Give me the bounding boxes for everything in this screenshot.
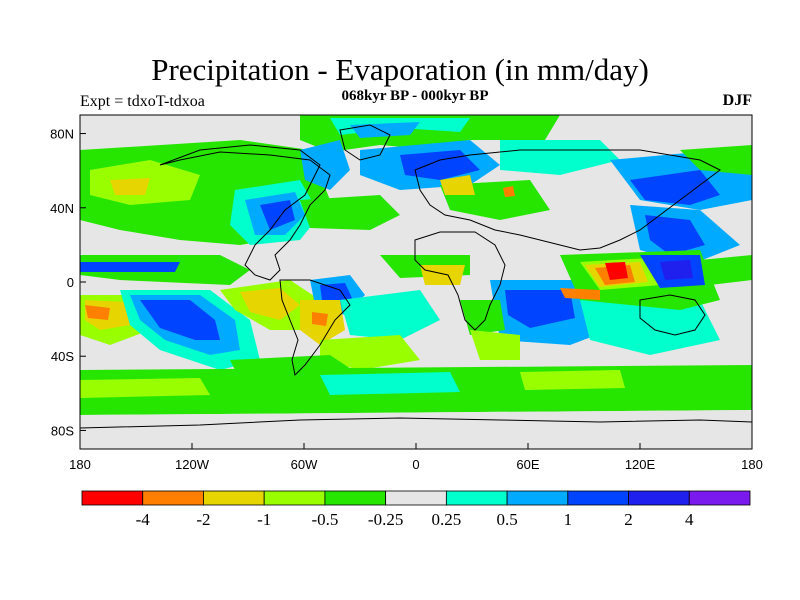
- coastline-greenland: [339, 124, 391, 161]
- colorbar-swatch: [81, 490, 144, 506]
- field-region: [260, 200, 295, 230]
- x-tick-label: 120W: [175, 457, 210, 472]
- field-region: [400, 150, 480, 180]
- x-tick-label: 120E: [625, 457, 656, 472]
- colorbar-swatch: [385, 490, 447, 506]
- colorbar-label: -0.25: [368, 510, 403, 529]
- field-region: [505, 290, 575, 328]
- pe-field: [80, 115, 752, 449]
- colorbar-label: 4: [685, 510, 694, 529]
- colorbar-swatch: [324, 490, 387, 506]
- field-region: [500, 140, 620, 175]
- x-axis: 180 120W 60W 0 60E 120E 180: [69, 443, 763, 472]
- field-region: [80, 262, 180, 272]
- coastline-antarctica: [80, 417, 752, 429]
- colorbar-label: 1: [564, 510, 573, 529]
- y-tick-label: 40N: [50, 201, 74, 216]
- colorbar-swatch: [142, 490, 204, 506]
- field-region: [660, 260, 693, 280]
- colorbar-label: -1: [257, 510, 271, 529]
- colorbar-label: 2: [624, 510, 633, 529]
- coastlines: [80, 124, 752, 429]
- y-tick-label: 80S: [51, 423, 74, 438]
- colorbar-label: 0.5: [496, 510, 517, 529]
- coastline-africa: [414, 231, 506, 331]
- field-region: [440, 175, 475, 195]
- y-axis: 80N 40N 0 40S 80S: [50, 127, 86, 438]
- x-tick-label: 180: [69, 457, 91, 472]
- field-region: [700, 255, 752, 285]
- field-region: [420, 265, 465, 285]
- field-region: [503, 186, 515, 197]
- colorbar-swatch: [506, 490, 569, 506]
- field-region: [80, 378, 210, 398]
- colorbar-label: -0.5: [311, 510, 338, 529]
- x-tick-label: 60W: [291, 457, 318, 472]
- y-tick-label: 40S: [51, 349, 74, 364]
- field-region: [645, 215, 705, 255]
- season-label: DJF: [722, 92, 752, 109]
- field-region: [605, 262, 628, 280]
- x-tick-label: 180: [741, 457, 763, 472]
- x-tick-label: 60E: [516, 457, 539, 472]
- coastline-south-america: [279, 279, 351, 377]
- field-region: [320, 372, 460, 395]
- field-region: [580, 300, 720, 355]
- field-region: [300, 140, 350, 190]
- field-region: [470, 330, 520, 360]
- colorbar-swatch: [567, 490, 629, 506]
- colorbar-swatch: [203, 490, 265, 506]
- colorbar-label: 0.25: [431, 510, 461, 529]
- coastline-australia: [639, 294, 706, 336]
- colorbar-swatch: [688, 490, 751, 506]
- colorbar-swatch: [263, 490, 326, 506]
- field-region: [300, 195, 400, 230]
- colorbar: -4 -2 -1 -0.5 -0.25 0.25 0.5 1 2 4: [81, 490, 751, 529]
- coastline-eurasia: [414, 149, 721, 251]
- field-region: [140, 300, 220, 340]
- period-subtitle: 068kyr BP - 000kyr BP: [341, 88, 489, 104]
- colorbar-label: -2: [196, 510, 210, 529]
- field-region: [520, 370, 625, 390]
- field-region: [240, 288, 300, 320]
- field-region: [110, 178, 150, 195]
- colorbar-swatch: [628, 490, 690, 506]
- field-region: [340, 290, 440, 340]
- field-region: [80, 410, 752, 449]
- field-region: [630, 170, 720, 205]
- y-tick-label: 80N: [50, 127, 74, 142]
- experiment-label: Expt = tdxoT-tdxoa: [80, 93, 205, 110]
- map-area: [79, 114, 753, 450]
- colorbar-label: -4: [136, 510, 151, 529]
- field-region: [320, 335, 420, 370]
- page-title: Precipitation - Evaporation (in mm/day): [151, 52, 649, 87]
- field-region: [680, 145, 752, 175]
- x-tick-label: 0: [412, 457, 419, 472]
- field-region: [85, 305, 110, 320]
- y-tick-label: 0: [67, 275, 74, 290]
- field-region: [350, 122, 420, 138]
- colorbar-swatch: [445, 490, 508, 506]
- field-region: [312, 312, 328, 326]
- coastline-north-america: [159, 144, 331, 281]
- field-region: [560, 288, 600, 300]
